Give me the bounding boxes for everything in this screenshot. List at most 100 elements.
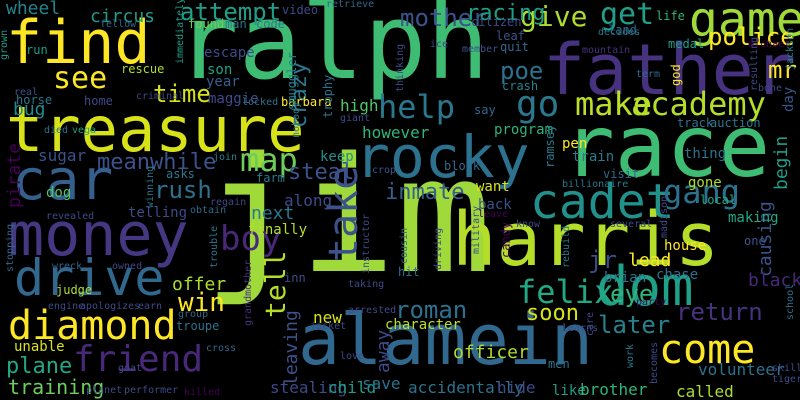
word: lead <box>628 250 672 271</box>
word: academy <box>631 85 766 123</box>
word: diamond <box>8 303 177 349</box>
word: quit <box>500 40 529 54</box>
word: go <box>516 84 560 125</box>
word: group <box>178 309 209 320</box>
word: performer <box>124 385 179 396</box>
word: thinking <box>395 43 406 92</box>
word: inn <box>284 271 306 285</box>
word: billionaire <box>562 179 629 190</box>
word: treasure <box>6 93 305 166</box>
word: jackson <box>785 27 796 70</box>
word: offer <box>172 274 227 295</box>
word: save <box>362 374 401 393</box>
word: steal <box>288 160 355 185</box>
word: men <box>548 357 570 371</box>
word: horse <box>16 93 53 107</box>
word: retrieve <box>326 0 375 10</box>
word: volunteer <box>698 360 785 379</box>
word: cousin <box>399 227 410 264</box>
word: circus <box>90 6 156 27</box>
word: tiger <box>772 374 800 385</box>
word: begin <box>771 135 792 190</box>
word: giant <box>340 113 371 124</box>
word: nobody <box>291 101 302 138</box>
word: character <box>385 317 461 333</box>
word: stealing <box>270 378 348 397</box>
word: driving <box>433 227 444 270</box>
word: wheel <box>6 0 61 19</box>
word: jr <box>588 246 617 274</box>
word: stopping <box>5 223 16 272</box>
word: locked <box>242 97 279 108</box>
word: wreck <box>52 261 83 272</box>
word: father <box>543 29 796 111</box>
word: real <box>14 87 39 98</box>
word: track <box>677 116 714 130</box>
word: found <box>188 17 225 31</box>
word: barbara <box>281 95 332 109</box>
word: make <box>575 85 653 123</box>
word: brian <box>604 270 647 286</box>
word: find <box>6 8 151 78</box>
word: rebuild <box>561 225 572 268</box>
word: term <box>636 69 661 80</box>
word: party <box>636 297 667 308</box>
word: called <box>676 382 734 400</box>
word: madison <box>659 195 670 238</box>
word: leaf <box>496 29 525 43</box>
word: poe <box>500 57 544 85</box>
word: michael <box>748 39 791 50</box>
word: along <box>284 191 333 210</box>
word: know <box>516 219 541 230</box>
word: say <box>474 103 496 117</box>
word: chase <box>656 267 699 283</box>
word: rocky <box>355 123 530 191</box>
word: time <box>153 80 211 108</box>
word: however <box>362 123 430 142</box>
word: later <box>598 311 671 339</box>
word: win <box>178 288 225 318</box>
word: meanwhile <box>97 150 217 175</box>
word: attempt <box>180 0 282 26</box>
word: help <box>378 88 456 126</box>
word: join <box>213 152 238 163</box>
word: fellow <box>100 19 137 30</box>
word: love <box>340 351 365 362</box>
word: friend <box>73 339 204 380</box>
word: arrested <box>348 305 397 316</box>
word: dom <box>596 255 694 318</box>
word: training <box>8 375 105 399</box>
word: plane <box>6 354 73 379</box>
word: leave <box>478 209 509 220</box>
word: becomes <box>649 341 660 384</box>
word: engine <box>48 301 85 312</box>
word: run <box>26 43 48 57</box>
word: obtain <box>190 205 227 216</box>
word: leaving <box>281 310 302 386</box>
word: land <box>608 23 637 37</box>
word: sugar <box>38 146 87 165</box>
word: felix <box>517 273 614 311</box>
word: keep <box>320 149 354 165</box>
word: member <box>462 44 499 55</box>
word: school <box>785 283 796 320</box>
word: winning <box>145 165 156 208</box>
word: car <box>12 148 114 213</box>
word: police <box>708 23 795 51</box>
word: hit <box>398 265 420 279</box>
word: code <box>256 17 285 31</box>
word: telling <box>128 205 188 221</box>
word: roman <box>395 296 468 324</box>
word: bone <box>758 83 783 94</box>
word: drive <box>14 249 165 307</box>
word: come <box>659 327 756 373</box>
word: inmate <box>385 180 465 205</box>
word: next <box>251 203 295 224</box>
word: block <box>444 159 481 173</box>
word: goat <box>118 363 143 374</box>
word: black <box>748 270 800 291</box>
word: jim <box>203 122 492 309</box>
word: farm <box>256 171 285 185</box>
word: mother <box>400 4 487 32</box>
word: taking <box>348 279 385 290</box>
